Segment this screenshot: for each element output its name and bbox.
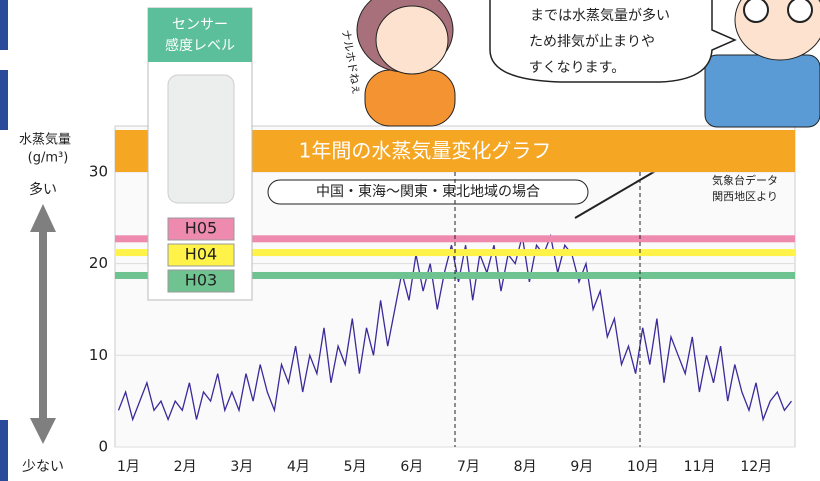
x-tick-label: 11月 xyxy=(684,459,716,475)
level-box xyxy=(167,217,235,241)
x-tick-label: 3月 xyxy=(230,459,253,475)
subtitle-box xyxy=(267,179,589,205)
level-label: H03 xyxy=(185,271,217,290)
x-tick-label: 8月 xyxy=(514,459,537,475)
x-tick-label: 5月 xyxy=(344,459,367,475)
x-tick-label: 6月 xyxy=(400,459,423,475)
y-axis-unit: (g/m³) xyxy=(28,151,69,166)
speech-text: ため排気が止まりや xyxy=(529,34,655,50)
sensor-device xyxy=(167,74,235,204)
x-tick-label: 9月 xyxy=(570,459,593,475)
y-tick-label: 20 xyxy=(89,254,108,272)
speech-text: までは水蒸気量が多い xyxy=(530,7,670,24)
woman-illustration xyxy=(356,0,456,127)
source-note: 気象台データ xyxy=(712,173,778,187)
double-arrow xyxy=(30,204,56,444)
x-tick-label: 1月 xyxy=(117,459,140,475)
y-tick-label: 0 xyxy=(98,438,108,456)
y-tick-label: 10 xyxy=(89,346,108,364)
x-tick-label: 10月 xyxy=(627,459,659,475)
edge-tab xyxy=(0,70,8,130)
x-tick-label: 2月 xyxy=(174,459,197,475)
x-tick-label: 7月 xyxy=(457,459,480,475)
sensor-title: 感度レベル xyxy=(165,37,235,54)
speech-text: すくなります。 xyxy=(529,60,626,76)
level-box xyxy=(167,243,235,267)
sensor-header xyxy=(148,8,252,62)
x-tick-label: 12月 xyxy=(740,459,772,475)
y-tick-label: 30 xyxy=(89,162,108,180)
man-illustration xyxy=(704,0,820,128)
y-axis-label: 水蒸気量 xyxy=(19,132,71,148)
level-line xyxy=(115,271,795,279)
chart-title: 1年間の水蒸気量変化グラフ xyxy=(299,139,552,163)
sensor-title: センサー xyxy=(172,17,228,33)
x-tick-label: 4月 xyxy=(287,459,310,475)
edge-tab xyxy=(0,420,8,481)
subtitle: 中国・東海～関東・東北地域の場合 xyxy=(316,184,540,200)
axis-bottom-label: 少ない xyxy=(22,459,64,475)
axis-top-label: 多い xyxy=(29,181,57,198)
source-note: 関西地区より xyxy=(712,190,778,203)
edge-tab xyxy=(0,0,8,50)
level-label: H04 xyxy=(185,245,217,264)
level-box xyxy=(167,269,235,293)
speech-bubble xyxy=(489,0,737,83)
level-label: H05 xyxy=(185,219,217,238)
